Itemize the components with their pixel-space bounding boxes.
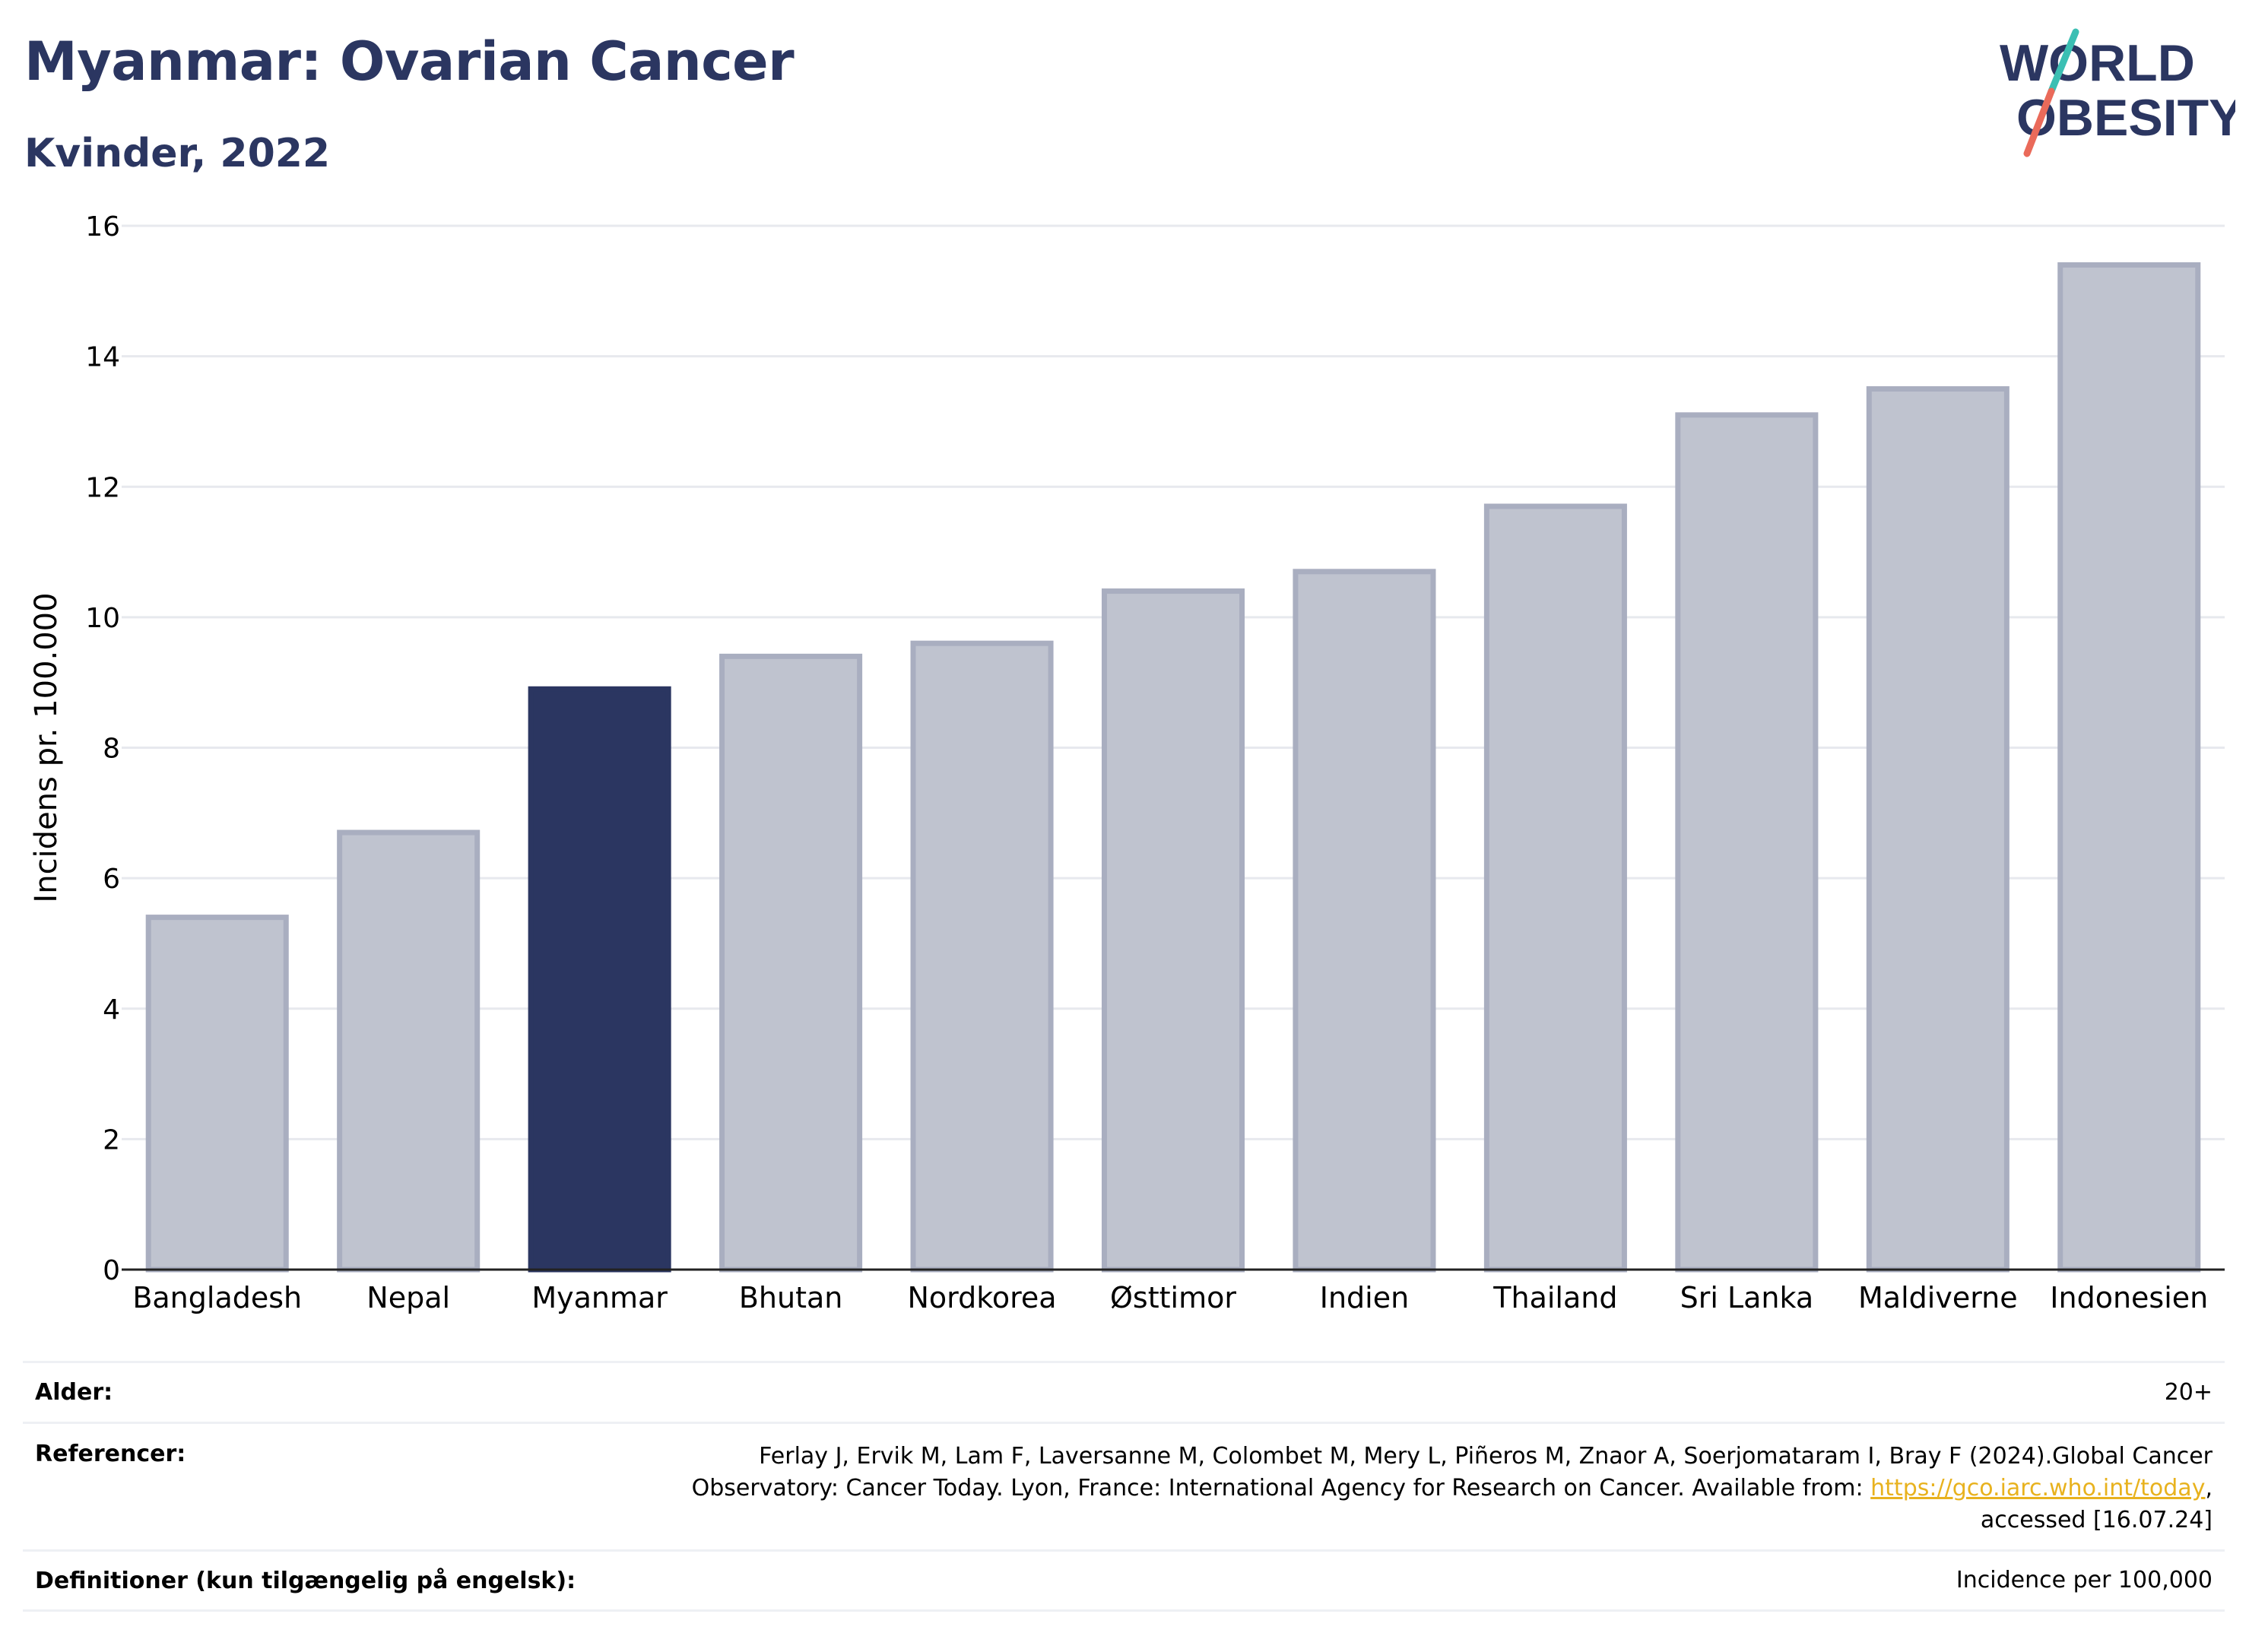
bar-bhutan bbox=[719, 653, 863, 1273]
bar-østtimor bbox=[1101, 588, 1245, 1273]
y-tick-label: 8 bbox=[103, 734, 120, 765]
bars bbox=[145, 262, 2201, 1273]
y-tick-label: 16 bbox=[85, 211, 120, 243]
x-axis-ticks: Bangladesh Nepal Myanmar Bhutan Nordkorea Øst… bbox=[132, 1281, 2208, 1314]
age-value: 20+ bbox=[2164, 1378, 2213, 1406]
info-row-definitions: Definitioner (kun tilgængelig på engelsk… bbox=[23, 1549, 2225, 1612]
reference-link[interactable]: https://gco.iarc.who.int/today bbox=[1870, 1475, 2206, 1501]
y-axis-label: Incidens pr. 100.000 bbox=[29, 592, 64, 902]
info-row-age: Alder: 20+ bbox=[23, 1361, 2225, 1422]
x-tick-label: Bangladesh bbox=[132, 1281, 302, 1314]
y-tick-label: 0 bbox=[103, 1255, 120, 1286]
bar-sri-lanka bbox=[1675, 412, 1819, 1273]
y-tick-label: 4 bbox=[103, 994, 120, 1026]
logo-text-world: WORLD bbox=[2000, 34, 2195, 92]
reference-line-2: Observatory: Cancer Today. Lyon, France:… bbox=[692, 1473, 2213, 1505]
reference-text: Observatory: Cancer Today. Lyon, France:… bbox=[691, 1475, 1871, 1501]
bar-bangladesh bbox=[145, 915, 289, 1273]
reference-line-3: accessed [16.07.24] bbox=[1980, 1507, 2213, 1533]
logo-slash-coral bbox=[2023, 87, 2055, 157]
world-obesity-logo: WORLD OBESITY bbox=[2000, 28, 2235, 157]
x-tick-label: Indonesien bbox=[2050, 1281, 2208, 1314]
x-tick-label: Indien bbox=[1320, 1281, 1409, 1314]
x-tick-label: Østtimor bbox=[1110, 1281, 1236, 1314]
chart-title: Myanmar: Ovarian Cancer bbox=[24, 30, 795, 93]
x-tick-label: Thailand bbox=[1492, 1281, 1617, 1314]
chart-info-table: Alder: 20+ Referencer: Ferlay J, Ervik M… bbox=[23, 1361, 2225, 1612]
references-label: Referencer: bbox=[35, 1441, 186, 1467]
y-tick-label: 6 bbox=[103, 864, 120, 895]
y-axis-ticks: 0 2 4 6 8 10 12 14 16 bbox=[85, 211, 120, 1286]
y-tick-label: 2 bbox=[103, 1124, 120, 1156]
bar-thailand bbox=[1483, 503, 1627, 1273]
chart-subtitle: Kvinder, 2022 bbox=[24, 131, 331, 176]
y-tick-label: 14 bbox=[85, 342, 120, 373]
bar-indien bbox=[1293, 569, 1436, 1273]
definitions-label: Definitioner (kun tilgængelig på engelsk… bbox=[35, 1567, 576, 1594]
bar-maldiverne bbox=[1866, 386, 2010, 1273]
reference-line-1: Ferlay J, Ervik M, Lam F, Laversanne M, … bbox=[759, 1443, 2213, 1470]
definitions-value: Incidence per 100,000 bbox=[1956, 1567, 2213, 1593]
info-row-references: Referencer: Ferlay J, Ervik M, Lam F, La… bbox=[23, 1422, 2225, 1549]
bar-indonesien bbox=[2057, 262, 2201, 1273]
y-tick-label: 10 bbox=[85, 603, 120, 634]
x-tick-label: Myanmar bbox=[531, 1281, 668, 1314]
bar-nepal bbox=[337, 829, 481, 1273]
x-tick-label: Bhutan bbox=[739, 1281, 843, 1314]
x-tick-label: Nordkorea bbox=[907, 1281, 1056, 1314]
bar-myanmar bbox=[528, 686, 671, 1273]
references-value: Ferlay J, Ervik M, Lam F, Laversanne M, … bbox=[692, 1441, 2213, 1536]
bar-nordkorea bbox=[910, 640, 1054, 1273]
bar-chart: 0 2 4 6 8 10 12 14 16 Bangladesh Nepal Myanmar Bhut… bbox=[29, 211, 2225, 1314]
logo-slash-teal bbox=[2048, 28, 2079, 95]
y-tick-label: 12 bbox=[85, 472, 120, 503]
x-tick-label: Maldiverne bbox=[1858, 1281, 2018, 1314]
age-label: Alder: bbox=[35, 1379, 113, 1406]
logo-text-obesity: OBESITY bbox=[2016, 89, 2235, 147]
x-tick-label: Nepal bbox=[366, 1281, 450, 1314]
reference-comma: , bbox=[2205, 1475, 2213, 1501]
x-tick-label: Sri Lanka bbox=[1680, 1281, 1814, 1314]
